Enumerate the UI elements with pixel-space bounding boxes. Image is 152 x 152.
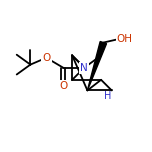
Text: H: H (104, 91, 112, 101)
Polygon shape (87, 41, 107, 90)
Text: OH: OH (117, 34, 133, 44)
Text: N: N (81, 63, 88, 73)
Text: O: O (42, 53, 50, 63)
Text: O: O (59, 81, 67, 91)
